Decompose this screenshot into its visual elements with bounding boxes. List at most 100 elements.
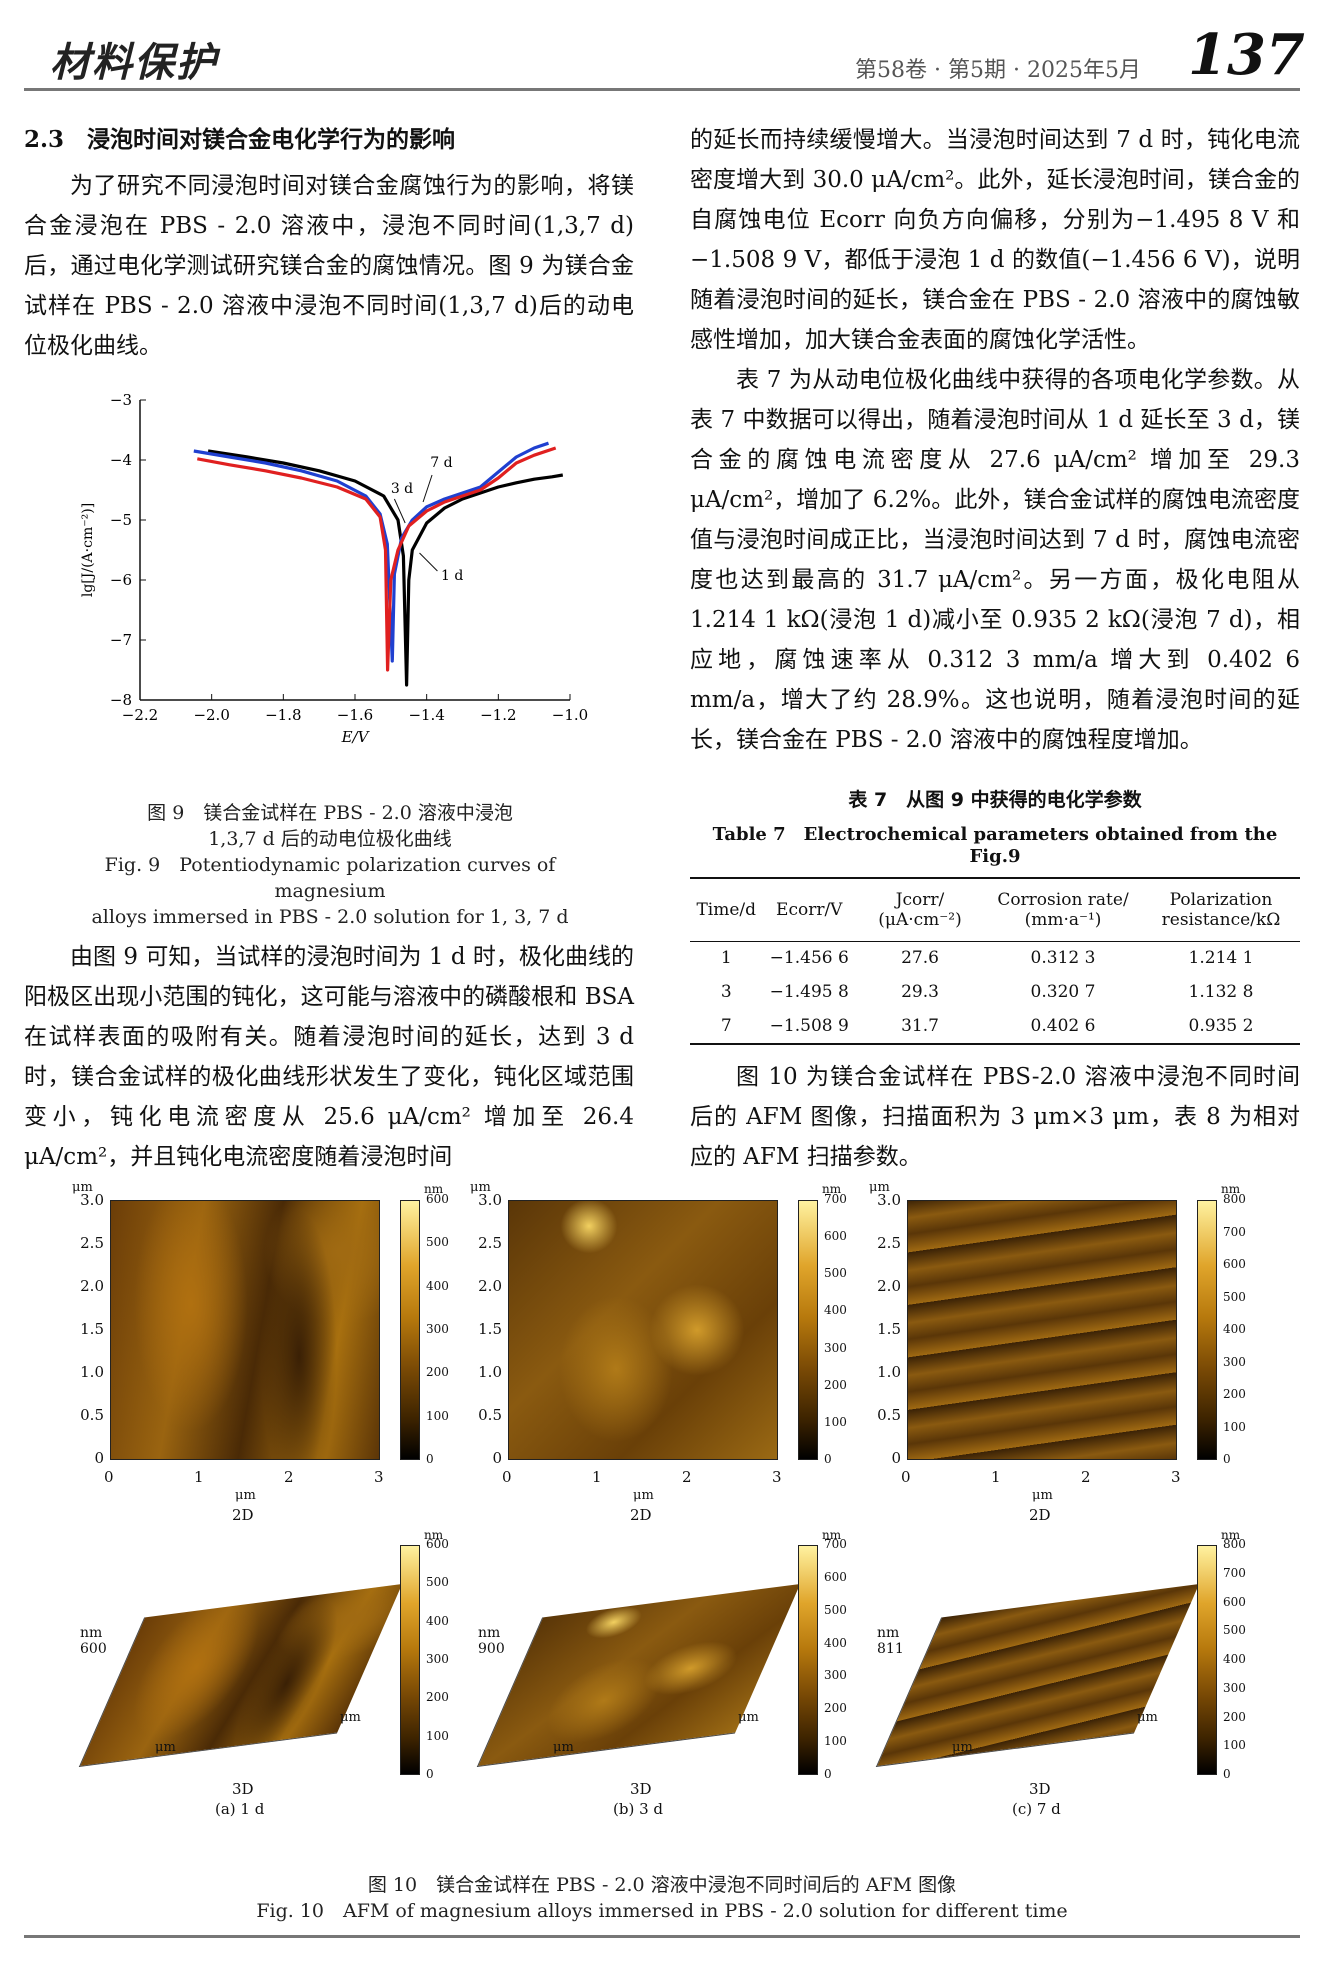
y-tick-label: −3 <box>110 391 132 409</box>
afm-colorbar-tick: 200 <box>824 1701 847 1716</box>
afm-colorbar-tick: 100 <box>426 1408 449 1423</box>
table7-cell: 1 <box>720 948 732 969</box>
afm-x-tick: 1 <box>592 1468 602 1486</box>
annotation-leader <box>422 474 433 503</box>
afm-x-tick: 3 <box>772 1468 782 1486</box>
fig9-caption-en-2: alloys immersed in PBS - 2.0 solution fo… <box>91 906 569 928</box>
afm-colorbar-tick: 300 <box>824 1340 847 1355</box>
afm-colorbar-tick: 300 <box>426 1652 449 1666</box>
afm-colorbar-tick: 200 <box>426 1365 449 1380</box>
afm-y-tick: 0.5 <box>80 1406 104 1424</box>
left-column-lower: 由图 9 可知，当试样的浸泡时间为 1 d 时，极化曲线的阳极区出现小范围的钝化… <box>24 937 634 1177</box>
table7-cell: −1.508 9 <box>769 1016 849 1036</box>
afm-x-tick: 2 <box>1081 1468 1091 1486</box>
afm-colorbar-tick: 400 <box>426 1278 449 1293</box>
afm-y-unit: μm <box>470 1180 491 1195</box>
afm-y-unit: μm <box>869 1180 890 1195</box>
afm-y-tick: 0 <box>891 1449 901 1467</box>
y-tick-label: −4 <box>110 451 132 469</box>
table7-cell: 7 <box>720 1016 732 1036</box>
afm-y-tick: 1.5 <box>478 1320 502 1338</box>
series-line-7d <box>197 446 557 672</box>
afm-colorbar-tick: 600 <box>824 1229 847 1244</box>
left-paragraph-2: 由图 9 可知，当试样的浸泡时间为 1 d 时，极化曲线的阳极区出现小范围的钝化… <box>24 944 634 1170</box>
afm-colorbar-tick: 500 <box>824 1266 847 1281</box>
table7-cell: 27.6 <box>901 948 939 969</box>
afm-y-tick: 2.5 <box>80 1234 104 1252</box>
table7-cell: 0.402 6 <box>1030 1016 1096 1036</box>
afm-colorbar-tick: 200 <box>824 1377 847 1392</box>
afm-colorbar <box>400 1200 420 1460</box>
afm-x-tick: 1 <box>991 1468 1001 1486</box>
afm-colorbar-tick: 800 <box>1223 1192 1246 1206</box>
afm-x-tick: 2 <box>682 1468 692 1486</box>
afm-x-tick: 0 <box>104 1468 114 1486</box>
afm-y-tick: 1.5 <box>877 1320 901 1338</box>
afm-2d-image <box>907 1200 1177 1460</box>
fig10-caption-en: Fig. 10 AFM of magnesium alloys immersed… <box>256 1900 1068 1922</box>
table7-header: Corrosion rate/ (mm·a⁻¹) <box>997 889 1129 930</box>
afm-3d-unit: μm <box>155 1740 176 1755</box>
table7-cell: 3 <box>720 982 732 1002</box>
afm-y-tick: 3.0 <box>478 1191 502 1209</box>
curve-annotation: 7 d <box>430 455 452 471</box>
afm-colorbar-tick: 600 <box>426 1537 449 1551</box>
afm-2d-label: 2D <box>232 1506 254 1524</box>
afm-x-unit: μm <box>1032 1488 1053 1503</box>
series-line-3d <box>193 441 550 663</box>
afm-y-tick: 1.0 <box>877 1363 901 1381</box>
page-number: 137 <box>1188 22 1305 88</box>
table7-header: Ecorr/V <box>776 899 843 920</box>
afm-2d-image <box>508 1200 778 1460</box>
afm-y-tick: 3.0 <box>877 1191 901 1209</box>
afm-colorbar-tick: 0 <box>824 1452 832 1466</box>
afm-2d-frame <box>110 1200 380 1460</box>
afm-y-tick: 0 <box>94 1449 104 1467</box>
afm-colorbar-tick: 500 <box>426 1575 449 1590</box>
table7-cell: 0.320 7 <box>1030 982 1096 1002</box>
fig9-caption-en-1: Fig. 9 Potentiodynamic polarization curv… <box>104 854 556 902</box>
right-paragraph-2: 表 7 为从动电位极化曲线中获得的各项电化学参数。从表 7 中数据可以得出，随着… <box>690 367 1300 753</box>
afm-y-tick: 2.5 <box>478 1234 502 1252</box>
afm-colorbar-tick: 0 <box>426 1452 434 1466</box>
afm-x-tick: 0 <box>901 1468 911 1486</box>
y-axis-label: lg[J/(A·cm⁻²)] <box>80 503 96 597</box>
x-tick-label: −2.2 <box>122 706 158 724</box>
afm-colorbar-3d <box>400 1545 420 1775</box>
afm-colorbar-tick: 100 <box>824 1414 847 1429</box>
afm-2d-frame <box>907 1200 1177 1460</box>
afm-colorbar-unit: nm <box>1221 1182 1241 1196</box>
afm-colorbar <box>798 1200 818 1460</box>
afm-colorbar-tick: 200 <box>1223 1387 1246 1401</box>
afm-y-tick: 1.0 <box>80 1363 104 1381</box>
afm-colorbar-unit: nm <box>822 1528 842 1542</box>
afm-3d-label: 3D <box>232 1780 254 1798</box>
afm-colorbar-tick: 300 <box>426 1322 449 1336</box>
afm-colorbar-unit: nm <box>822 1182 842 1196</box>
afm-x-tick: 2 <box>284 1468 294 1486</box>
afm-y-tick: 2.0 <box>80 1277 104 1295</box>
afm-colorbar-tick: 700 <box>824 1192 847 1206</box>
afm-colorbar-tick: 0 <box>1223 1452 1231 1466</box>
afm-y-tick: 0.5 <box>478 1406 502 1424</box>
section-heading: 2.3 浸泡时间对镁合金电化学行为的影响 <box>24 126 456 153</box>
right-column: 的延长而持续缓慢增大。当浸泡时间达到 7 d 时，钝化电流密度增大到 30.0 … <box>690 120 1300 760</box>
afm-colorbar-tick: 600 <box>426 1192 449 1206</box>
left-paragraph-1: 为了研究不同浸泡时间对镁合金腐蚀行为的影响，将镁合金浸泡在 PBS - 2.0 … <box>24 173 634 359</box>
afm-3d-unit: μm <box>340 1710 361 1725</box>
fig10-caption-cn: 图 10 镁合金试样在 PBS - 2.0 溶液中浸泡不同时间后的 AFM 图像 <box>367 1874 957 1896</box>
afm-colorbar-tick: 0 <box>824 1767 832 1781</box>
afm-colorbar-tick: 500 <box>1223 1289 1246 1304</box>
afm-panel-label: (c) 7 d <box>1012 1800 1061 1818</box>
right-paragraph-1: 的延长而持续缓慢增大。当浸泡时间达到 7 d 时，钝化电流密度增大到 30.0 … <box>690 127 1300 353</box>
afm-3d-unit: μm <box>553 1740 574 1755</box>
fig10-afm-figure: 3.0 2.5 2.0 1.5 1.0 0.5 0 0 1 2 3 μm μm 2D nm 600 500 400… <box>0 1180 1325 1860</box>
afm-colorbar-tick: 600 <box>1223 1594 1246 1609</box>
afm-colorbar-tick: 300 <box>824 1668 847 1683</box>
x-axis-label: E/V <box>341 728 371 746</box>
afm-y-tick: 0.5 <box>877 1406 901 1424</box>
afm-colorbar-tick: 200 <box>1223 1709 1246 1724</box>
y-tick-label: −7 <box>110 631 132 649</box>
afm-3d-z-label: nm 811 <box>877 1625 904 1657</box>
afm-colorbar-tick: 300 <box>1223 1680 1246 1695</box>
